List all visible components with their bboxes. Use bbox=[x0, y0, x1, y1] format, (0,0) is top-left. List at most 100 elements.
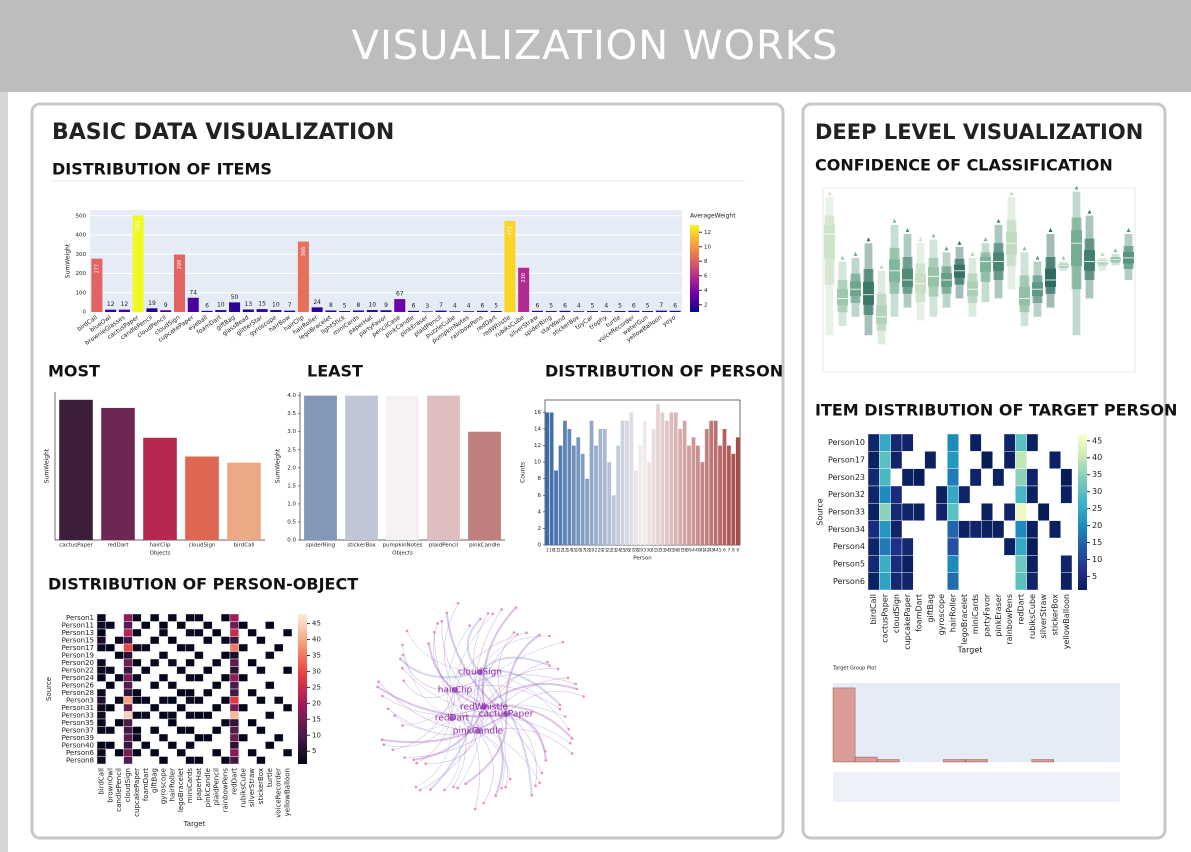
bar bbox=[435, 310, 447, 312]
bar bbox=[589, 420, 594, 545]
network-node bbox=[376, 685, 379, 689]
bar bbox=[366, 310, 378, 312]
colorbar-tick-label: 35 bbox=[1092, 470, 1102, 479]
heatmap-cell bbox=[229, 636, 240, 645]
bar bbox=[311, 307, 323, 312]
bar bbox=[625, 420, 629, 545]
heatmap-cell bbox=[123, 748, 133, 757]
plot-area bbox=[833, 683, 1120, 762]
chart-heading: DISTRIBUTION OF ITEMS bbox=[52, 160, 272, 179]
bar bbox=[687, 445, 691, 545]
heatmap-cell bbox=[105, 621, 115, 630]
bar bbox=[651, 429, 656, 545]
value-label: 6 bbox=[480, 302, 484, 309]
colorbar-tick-label: 12 bbox=[704, 230, 711, 236]
heatmap-cell bbox=[229, 696, 240, 705]
network-node bbox=[440, 620, 444, 623]
heatmap-cell bbox=[229, 651, 240, 660]
x-tick-label: 22 bbox=[607, 548, 613, 554]
network-node bbox=[548, 664, 551, 667]
plot-frame bbox=[822, 187, 1136, 373]
heatmap-cell bbox=[229, 643, 240, 652]
network-edge bbox=[402, 671, 481, 726]
bar bbox=[647, 462, 652, 545]
network-node bbox=[475, 728, 481, 734]
heatmap-cell bbox=[969, 520, 982, 539]
heatmap-cell bbox=[1060, 485, 1073, 504]
value-label: 6 bbox=[563, 302, 567, 309]
heatmap-cell bbox=[212, 748, 222, 757]
heatmap-cell bbox=[256, 696, 266, 705]
network-edge bbox=[454, 632, 527, 691]
column-label: partyFavor bbox=[983, 593, 992, 637]
value-label: 4 bbox=[453, 303, 457, 310]
bar bbox=[352, 310, 364, 312]
y-tick-label: 3.0 bbox=[287, 429, 296, 435]
boxen-outlier bbox=[970, 251, 975, 256]
bar bbox=[304, 395, 337, 540]
heatmap-cell bbox=[256, 726, 266, 735]
boxen-outlier bbox=[996, 218, 1001, 223]
heatmap-cell bbox=[105, 666, 115, 675]
heatmap-cell bbox=[229, 741, 240, 750]
network-edge bbox=[378, 681, 479, 732]
bar bbox=[682, 420, 687, 545]
bar bbox=[709, 420, 714, 545]
heatmap-cell bbox=[229, 613, 240, 622]
bar bbox=[669, 412, 674, 545]
heatmap-cell bbox=[132, 711, 142, 720]
network-node bbox=[436, 622, 439, 625]
heatmap-cell bbox=[123, 696, 133, 705]
heatmap-cell bbox=[132, 658, 142, 667]
network-node bbox=[412, 758, 416, 762]
bar bbox=[600, 311, 612, 312]
heatmap-cell bbox=[149, 726, 160, 735]
heatmap-cell bbox=[890, 503, 903, 521]
bar bbox=[673, 412, 678, 545]
heatmap-cell bbox=[132, 643, 142, 652]
heatmap-cell bbox=[123, 613, 133, 622]
value-label: 277 bbox=[94, 264, 100, 274]
value-label: 4 bbox=[577, 303, 581, 310]
bar bbox=[598, 429, 603, 545]
boxen-outlier bbox=[892, 218, 897, 223]
bar bbox=[614, 311, 626, 312]
heatmap-cell bbox=[229, 718, 240, 727]
bar bbox=[227, 462, 261, 540]
heatmap-cell bbox=[176, 688, 186, 697]
x-tick-label: 9 bbox=[736, 548, 739, 554]
row-label: Person33 bbox=[828, 508, 865, 517]
boxen-outlier bbox=[1048, 228, 1053, 232]
heatmap-cell bbox=[981, 503, 993, 521]
heatmap-cell bbox=[969, 468, 982, 487]
network-node bbox=[543, 750, 547, 753]
row-label: Person13 bbox=[62, 629, 94, 637]
network-node bbox=[558, 707, 562, 711]
heatmap-cell bbox=[229, 666, 240, 675]
heatmap-cell bbox=[1015, 451, 1027, 469]
bar bbox=[490, 311, 502, 312]
heatmap-cell bbox=[96, 636, 107, 645]
y-tick-label: 400 bbox=[76, 233, 87, 239]
bar bbox=[504, 220, 516, 312]
bar bbox=[463, 311, 475, 312]
bar bbox=[696, 445, 700, 545]
x-tick-label: 33 bbox=[660, 548, 666, 554]
network-edge bbox=[477, 730, 509, 788]
column-label: hairRoller bbox=[949, 593, 958, 632]
y-tick-label: 8 bbox=[538, 476, 542, 482]
heatmap-cell bbox=[176, 643, 186, 652]
row-label: Person23 bbox=[828, 473, 865, 482]
bar bbox=[242, 309, 254, 312]
network-edge bbox=[427, 643, 485, 708]
network-edge bbox=[479, 656, 550, 673]
network-edge bbox=[403, 680, 456, 698]
heatmap-cell bbox=[229, 681, 240, 690]
bar bbox=[718, 445, 722, 545]
y-tick-label: 3.5 bbox=[287, 411, 296, 417]
heatmap-cell bbox=[958, 485, 971, 504]
heatmap-cell bbox=[1015, 555, 1027, 573]
column-label: birdCall bbox=[869, 594, 878, 624]
bar bbox=[727, 445, 731, 545]
boxen-outlier bbox=[827, 191, 832, 196]
